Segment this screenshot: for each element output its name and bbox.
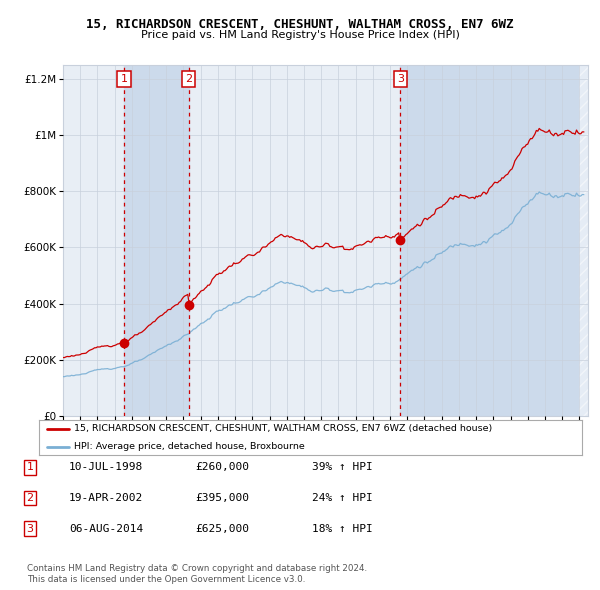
Text: 10-JUL-1998: 10-JUL-1998 bbox=[69, 463, 143, 472]
Text: This data is licensed under the Open Government Licence v3.0.: This data is licensed under the Open Gov… bbox=[27, 575, 305, 584]
Text: 24% ↑ HPI: 24% ↑ HPI bbox=[312, 493, 373, 503]
Text: £395,000: £395,000 bbox=[195, 493, 249, 503]
Text: 1: 1 bbox=[121, 74, 127, 84]
Text: 1: 1 bbox=[26, 463, 34, 472]
Text: 2: 2 bbox=[26, 493, 34, 503]
Text: Contains HM Land Registry data © Crown copyright and database right 2024.: Contains HM Land Registry data © Crown c… bbox=[27, 565, 367, 573]
Text: 2: 2 bbox=[185, 74, 192, 84]
Text: £260,000: £260,000 bbox=[195, 463, 249, 472]
Bar bbox=[580, 65, 588, 416]
Text: 3: 3 bbox=[397, 74, 404, 84]
Text: Price paid vs. HM Land Registry's House Price Index (HPI): Price paid vs. HM Land Registry's House … bbox=[140, 30, 460, 40]
Text: 3: 3 bbox=[26, 524, 34, 533]
Text: 15, RICHARDSON CRESCENT, CHESHUNT, WALTHAM CROSS, EN7 6WZ: 15, RICHARDSON CRESCENT, CHESHUNT, WALTH… bbox=[86, 18, 514, 31]
Text: £625,000: £625,000 bbox=[195, 524, 249, 533]
Text: 19-APR-2002: 19-APR-2002 bbox=[69, 493, 143, 503]
Bar bbox=[124, 65, 188, 416]
Text: 39% ↑ HPI: 39% ↑ HPI bbox=[312, 463, 373, 472]
Text: 15, RICHARDSON CRESCENT, CHESHUNT, WALTHAM CROSS, EN7 6WZ (detached house): 15, RICHARDSON CRESCENT, CHESHUNT, WALTH… bbox=[74, 424, 493, 434]
Text: 18% ↑ HPI: 18% ↑ HPI bbox=[312, 524, 373, 533]
Text: HPI: Average price, detached house, Broxbourne: HPI: Average price, detached house, Brox… bbox=[74, 442, 305, 451]
Text: 06-AUG-2014: 06-AUG-2014 bbox=[69, 524, 143, 533]
Bar bbox=[400, 65, 588, 416]
